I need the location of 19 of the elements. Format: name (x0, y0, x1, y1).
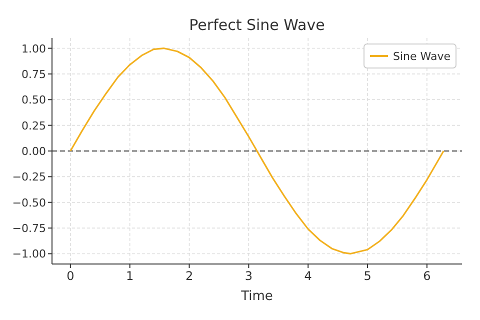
legend-label: Sine Wave (393, 50, 451, 63)
x-tick-label: 1 (126, 269, 134, 283)
y-tick-label: −1.00 (12, 248, 46, 261)
x-tick-label: 4 (304, 269, 312, 283)
y-tick-label: −0.25 (12, 170, 46, 184)
y-tick-label: 0.50 (22, 94, 46, 107)
x-tick-label: 6 (423, 269, 431, 283)
x-axis-title: Time (240, 289, 273, 304)
y-tick-label: 0.00 (22, 145, 46, 158)
y-tick-label: 0.25 (22, 119, 46, 132)
y-tick-label: −0.50 (12, 196, 46, 210)
x-tick-label: 0 (66, 269, 74, 283)
x-tick-label: 3 (244, 269, 252, 283)
x-tick-label: 2 (185, 269, 194, 283)
chart-title: Perfect Sine Wave (189, 16, 325, 34)
y-tick-label: −0.75 (12, 222, 46, 236)
y-tick-label: 0.75 (22, 68, 46, 81)
x-tick-label: 5 (364, 269, 372, 283)
y-tick-label: 1.00 (22, 42, 46, 56)
